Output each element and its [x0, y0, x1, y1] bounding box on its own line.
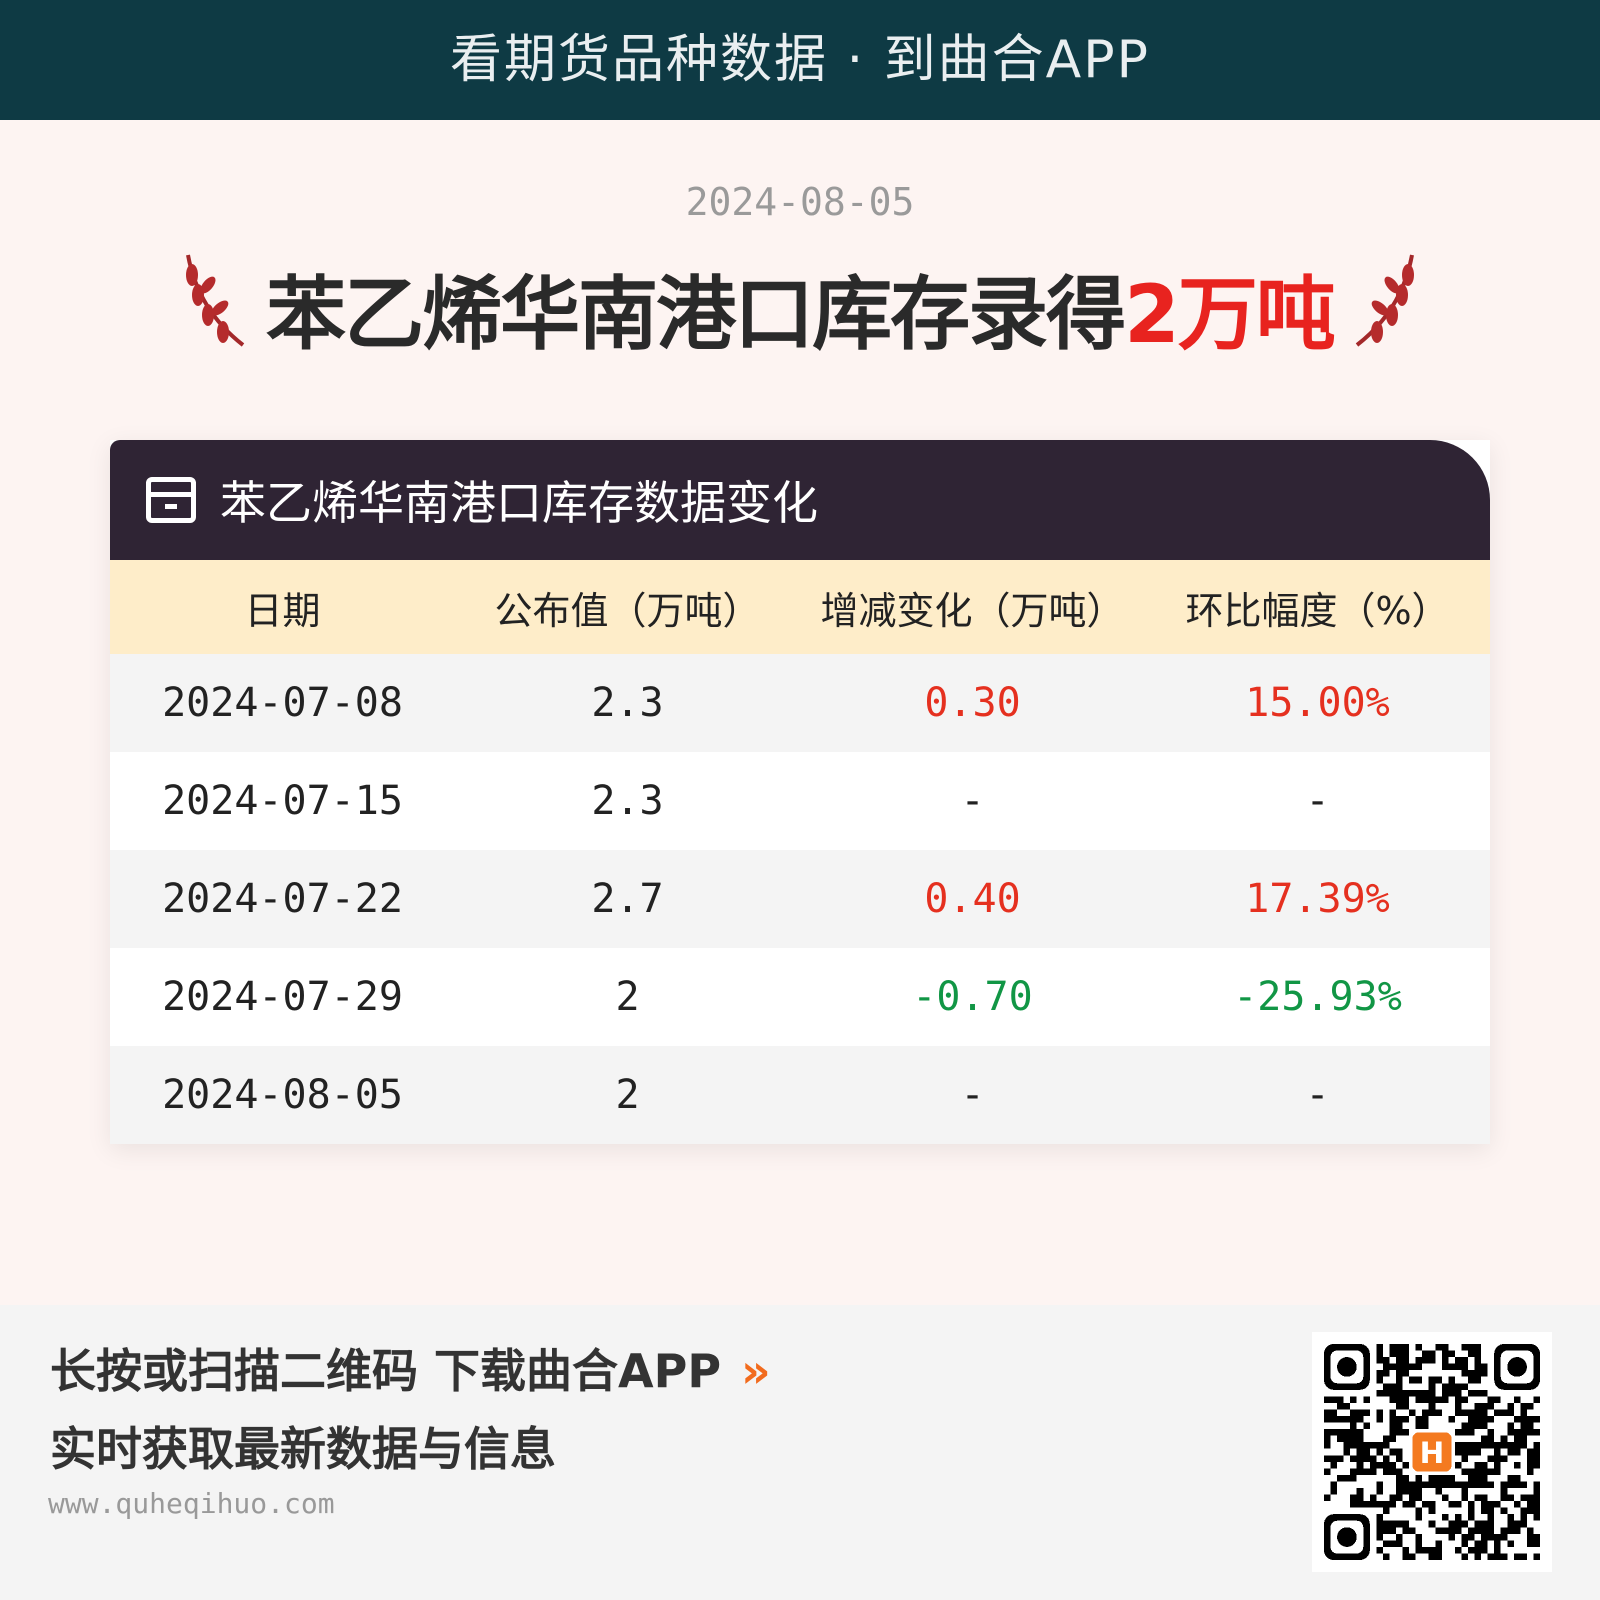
report-date: 2024-08-05	[685, 180, 915, 224]
download-text: 长按或扫描二维码 下载曲合APP	[50, 1344, 722, 1398]
double-chevron-icon: »	[741, 1344, 771, 1398]
headline-prefix: 苯乙烯华南港口库存录得	[266, 268, 1126, 361]
headline-value: 2万吨	[1124, 268, 1336, 361]
data-table-card: 苯乙烯华南港口库存数据变化 日期 公布值（万吨） 增减变化（万吨） 环比幅度（%…	[110, 440, 1490, 1144]
cell-change: -0.70	[912, 974, 1033, 1020]
cell-change: -	[960, 1072, 985, 1118]
table-row: 2024-07-15 2.3 - -	[110, 752, 1490, 850]
table-row: 2024-07-22 2.7 0.40 17.39%	[110, 850, 1490, 948]
col-date: 日期	[244, 588, 321, 633]
cell-value: 2	[615, 1072, 640, 1118]
headline-title: 苯乙烯华南港口库存录得2万吨	[0, 250, 1600, 366]
col-pct: 环比幅度（%）	[1185, 588, 1450, 633]
column-header-row: 日期 公布值（万吨） 增减变化（万吨） 环比幅度（%）	[110, 560, 1490, 654]
cell-date: 2024-08-05	[162, 1072, 403, 1118]
realtime-slogan: 实时获取最新数据与信息	[50, 1422, 556, 1476]
col-value: 公布值（万吨）	[494, 588, 761, 633]
table-header-bar: 苯乙烯华南港口库存数据变化	[110, 440, 1490, 560]
cell-date: 2024-07-08	[162, 680, 403, 726]
table-row: 2024-08-05 2 - -	[110, 1046, 1490, 1144]
qr-code: H	[1312, 1332, 1552, 1572]
cell-pct: 15.00%	[1245, 680, 1390, 726]
svg-text:H: H	[1420, 1436, 1445, 1470]
promo-banner: 看期货品种数据 · 到曲合APP	[0, 0, 1600, 120]
cell-pct: -	[1305, 778, 1330, 824]
cell-value: 2.7	[591, 876, 664, 922]
table-title: 苯乙烯华南港口库存数据变化	[220, 476, 818, 530]
cell-value: 2.3	[591, 680, 664, 726]
table-row: 2024-07-29 2 -0.70 -25.93%	[110, 948, 1490, 1046]
cell-value: 2	[615, 974, 640, 1020]
cell-date: 2024-07-22	[162, 876, 403, 922]
cell-change: -	[960, 778, 985, 824]
app-logo-icon	[1412, 1432, 1452, 1472]
download-prompt: 长按或扫描二维码 下载曲合APP »	[50, 1335, 771, 1401]
cell-pct: -	[1305, 1072, 1330, 1118]
laurel-left-icon	[186, 254, 245, 347]
cell-date: 2024-07-15	[162, 778, 403, 824]
cell-value: 2.3	[591, 778, 664, 824]
table-row: 2024-07-08 2.3 0.30 15.00%	[110, 654, 1490, 752]
cell-date: 2024-07-29	[162, 974, 403, 1020]
website-url[interactable]: www.quheqihuo.com	[48, 1487, 335, 1520]
archive-box-icon	[146, 477, 196, 523]
cell-change: 0.40	[924, 876, 1021, 922]
col-change: 增减变化（万吨）	[820, 588, 1125, 633]
cell-change: 0.30	[924, 680, 1021, 726]
cell-pct: -25.93%	[1233, 974, 1402, 1020]
laurel-right-icon	[1355, 254, 1414, 347]
cell-pct: 17.39%	[1245, 876, 1390, 922]
